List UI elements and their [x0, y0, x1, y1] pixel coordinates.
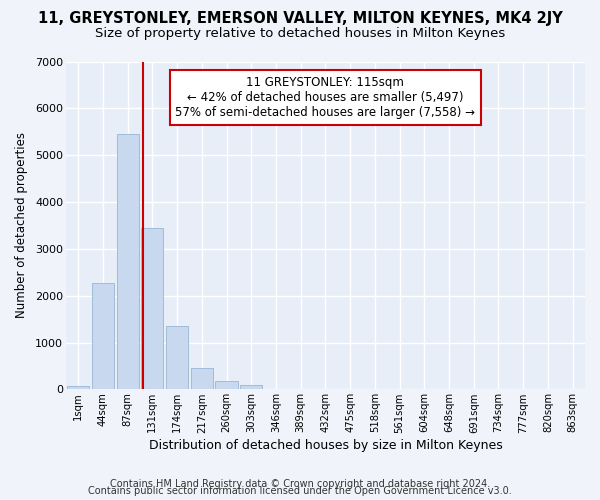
Bar [215, 381, 238, 390]
Bar [67, 386, 89, 390]
Bar [141, 228, 163, 390]
Text: Contains HM Land Registry data © Crown copyright and database right 2024.: Contains HM Land Registry data © Crown c… [110, 479, 490, 489]
Text: 11, GREYSTONLEY, EMERSON VALLEY, MILTON KEYNES, MK4 2JY: 11, GREYSTONLEY, EMERSON VALLEY, MILTON … [38, 11, 562, 26]
Bar [166, 326, 188, 390]
Bar [92, 282, 114, 390]
Bar [240, 384, 262, 390]
X-axis label: Distribution of detached houses by size in Milton Keynes: Distribution of detached houses by size … [149, 440, 502, 452]
Text: 11 GREYSTONLEY: 115sqm
← 42% of detached houses are smaller (5,497)
57% of semi-: 11 GREYSTONLEY: 115sqm ← 42% of detached… [175, 76, 475, 120]
Bar [191, 368, 213, 390]
Text: Size of property relative to detached houses in Milton Keynes: Size of property relative to detached ho… [95, 28, 505, 40]
Y-axis label: Number of detached properties: Number of detached properties [15, 132, 28, 318]
Bar [116, 134, 139, 390]
Text: Contains public sector information licensed under the Open Government Licence v3: Contains public sector information licen… [88, 486, 512, 496]
